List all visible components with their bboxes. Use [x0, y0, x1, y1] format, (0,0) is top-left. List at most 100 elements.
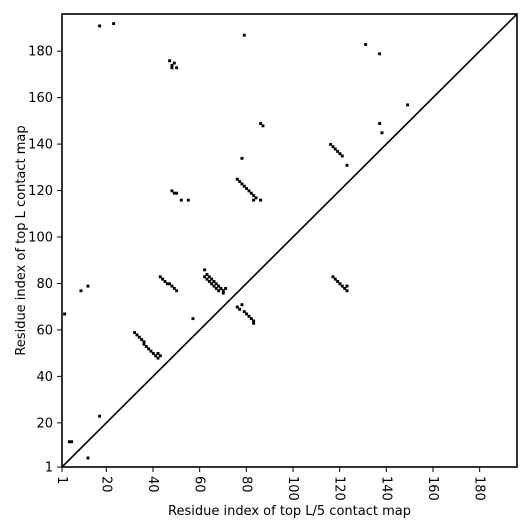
contact-cell	[345, 284, 349, 288]
contact-cell	[142, 340, 146, 344]
contact-cell	[168, 59, 172, 63]
contact-cell	[210, 277, 214, 281]
y-axis-label: Residue index of top L contact map	[14, 125, 29, 355]
y-tick-label: 1	[45, 461, 53, 476]
contact-cell	[135, 333, 139, 337]
contact-cell	[170, 284, 174, 288]
contact-cell	[186, 198, 190, 202]
contact-cell	[67, 440, 71, 444]
contact-cell	[172, 191, 176, 195]
contact-cell	[156, 356, 160, 360]
contact-cell	[149, 349, 153, 353]
y-tick-label: 160	[28, 91, 53, 106]
contact-cell	[214, 286, 218, 290]
contact-cell	[245, 187, 249, 190]
contact-cell	[214, 282, 218, 286]
contact-cell	[378, 52, 382, 56]
contact-cell	[247, 189, 251, 193]
contact-cell	[254, 196, 258, 200]
contact-cell	[345, 163, 349, 167]
contact-cell	[170, 66, 174, 70]
contact-cell	[338, 282, 342, 286]
contact-cell	[205, 277, 209, 281]
contact-cell	[259, 122, 263, 125]
contact-cell	[340, 154, 344, 158]
contact-cell	[217, 284, 221, 288]
x-tick-label: 80	[238, 476, 253, 493]
contact-cell	[345, 289, 349, 293]
contact-cell	[175, 191, 179, 195]
contact-cell	[163, 280, 167, 283]
contact-points	[63, 22, 410, 460]
contact-cell	[154, 354, 158, 358]
contact-cell	[168, 282, 172, 286]
contact-cell	[240, 303, 244, 307]
contact-cell	[331, 145, 335, 149]
contact-cell	[212, 284, 216, 288]
contact-cell	[158, 354, 162, 358]
contact-cell	[219, 286, 223, 290]
x-tick-label: 60	[192, 476, 207, 493]
contact-cell	[133, 331, 137, 335]
contact-cell	[170, 189, 174, 193]
contact-cell	[207, 280, 211, 283]
contact-cell	[242, 184, 246, 188]
contact-cell	[240, 182, 244, 186]
contact-cell	[86, 284, 90, 288]
y-tick-label: 40	[36, 370, 53, 385]
contact-cell	[242, 310, 246, 314]
y-tick-label: 60	[36, 323, 53, 338]
y-tick-label: 140	[28, 138, 53, 153]
contact-cell	[191, 317, 195, 321]
contact-cell	[331, 275, 335, 279]
contact-cell	[86, 456, 90, 460]
contact-cell	[261, 124, 265, 128]
contact-cell	[98, 414, 102, 418]
contact-cell	[340, 284, 344, 288]
contact-cell	[336, 149, 340, 153]
contact-cell	[207, 275, 211, 279]
x-tick-label: 1	[54, 476, 69, 484]
contact-cell	[252, 198, 256, 202]
contact-cell	[245, 312, 249, 316]
contact-cell	[249, 191, 253, 195]
contact-cell	[112, 22, 116, 26]
contact-cell	[252, 319, 256, 323]
diagonal-line	[61, 13, 518, 468]
y-tick-label: 120	[28, 184, 53, 199]
contact-cell	[156, 352, 160, 355]
contact-cell	[172, 61, 176, 65]
contact-cell	[329, 142, 333, 146]
contact-cell	[98, 24, 102, 28]
x-tick-label: 160	[425, 476, 440, 501]
contact-cell	[333, 147, 337, 151]
contact-cell	[172, 286, 176, 290]
x-tick-label: 180	[472, 476, 487, 501]
contact-cell	[338, 152, 342, 156]
contact-cell	[140, 338, 144, 341]
contact-cell	[151, 352, 155, 355]
contact-cell	[210, 282, 214, 286]
contact-cell	[364, 43, 368, 46]
contact-cell	[235, 305, 239, 309]
contact-cell	[161, 277, 165, 281]
contact-cell	[170, 63, 174, 67]
contact-cell	[406, 103, 410, 107]
contact-cell	[247, 314, 251, 318]
contact-cell	[165, 282, 169, 286]
contact-cell	[137, 335, 141, 339]
contact-cell	[70, 440, 74, 444]
contact-cell	[336, 280, 340, 283]
contact-cell	[224, 286, 228, 290]
plot-frame	[61, 13, 518, 468]
contact-cell	[249, 317, 253, 321]
contact-cell	[212, 280, 216, 283]
x-tick-label: 120	[332, 476, 347, 501]
y-tick-label: 80	[36, 277, 53, 292]
y-tick-label: 180	[28, 45, 53, 60]
contact-cell	[179, 198, 183, 202]
contact-cell	[205, 273, 209, 276]
y-tick-label: 100	[28, 231, 53, 246]
x-axis-label: Residue index of top L/5 contact map	[168, 504, 411, 519]
